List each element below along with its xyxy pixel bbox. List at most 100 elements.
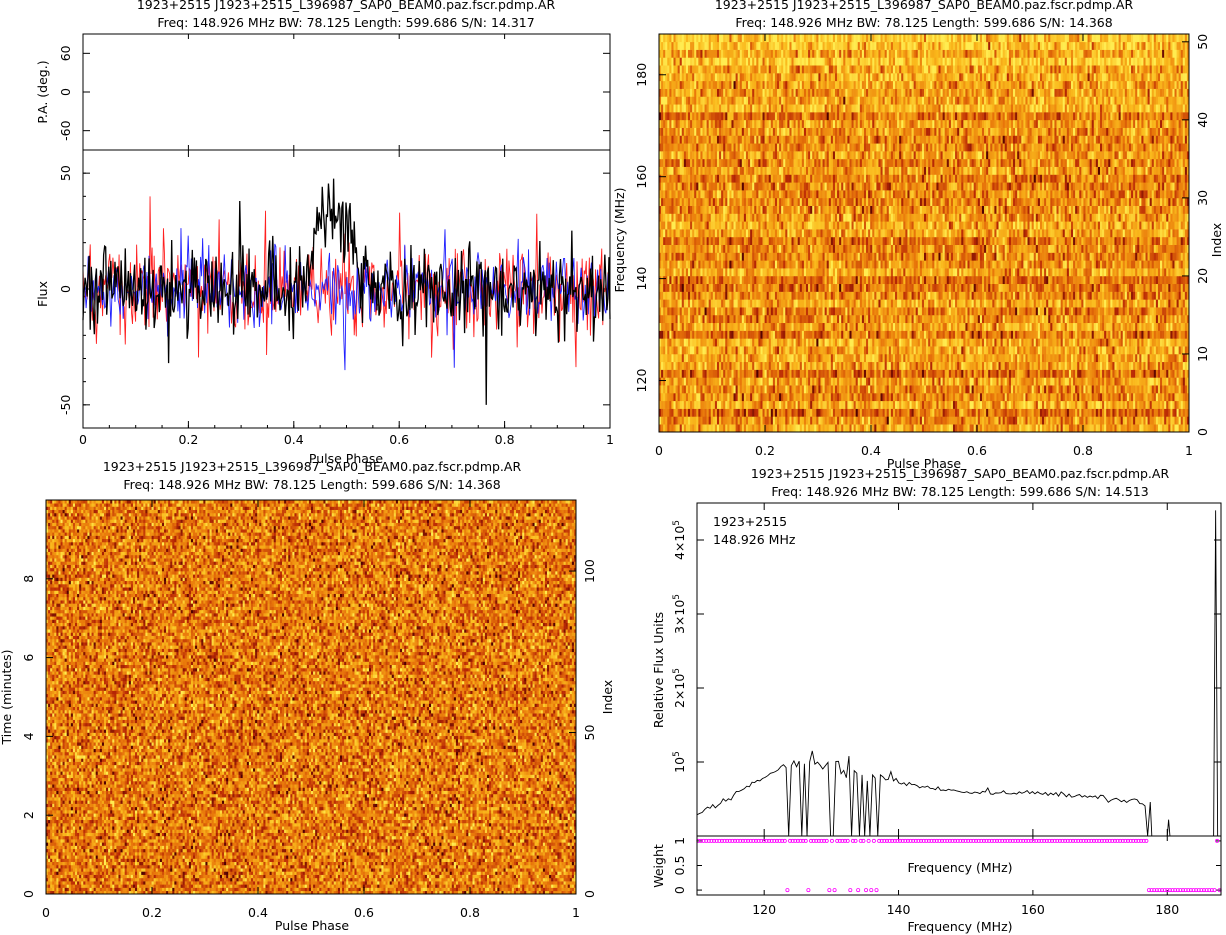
heat-cell bbox=[992, 299, 994, 307]
heat-cell bbox=[717, 323, 719, 331]
heat-cell bbox=[810, 354, 812, 362]
heat-cell bbox=[758, 362, 760, 370]
heat-cell bbox=[953, 323, 955, 331]
heat-cell bbox=[1100, 416, 1102, 424]
heat-cell bbox=[883, 401, 885, 409]
heat-cell bbox=[734, 315, 736, 323]
heat-cell bbox=[1168, 424, 1170, 432]
heat-cell bbox=[1094, 354, 1096, 362]
heat-cell bbox=[1063, 299, 1065, 307]
heat-cell bbox=[918, 401, 920, 409]
heat-cell bbox=[1073, 323, 1075, 331]
heat-cell bbox=[928, 307, 930, 315]
heat-cell bbox=[1090, 346, 1092, 354]
heat-cell bbox=[1098, 346, 1100, 354]
heat-cell bbox=[1061, 416, 1063, 424]
heat-cell bbox=[727, 292, 729, 300]
heat-cell bbox=[1028, 424, 1030, 432]
heat-cell bbox=[1034, 416, 1036, 424]
heat-cell bbox=[924, 370, 926, 378]
heat-cell bbox=[731, 323, 733, 331]
heat-cell bbox=[1131, 323, 1133, 331]
heat-cell bbox=[1119, 377, 1121, 385]
heat-cell bbox=[1148, 362, 1150, 370]
heat-cell bbox=[1170, 362, 1172, 370]
heat-cell bbox=[1110, 370, 1112, 378]
heat-cell bbox=[1054, 370, 1056, 378]
heat-cell bbox=[992, 331, 994, 339]
heat-cell bbox=[1007, 323, 1009, 331]
heat-cell bbox=[696, 299, 698, 307]
heat-cell bbox=[1092, 409, 1094, 417]
heat-cell bbox=[680, 346, 682, 354]
heat-cell bbox=[1119, 409, 1121, 417]
heat-cell bbox=[758, 409, 760, 417]
heat-cell bbox=[723, 292, 725, 300]
heat-cell bbox=[1141, 299, 1143, 307]
heat-cell bbox=[841, 315, 843, 323]
heat-cell bbox=[1148, 409, 1150, 417]
heat-cell bbox=[930, 385, 932, 393]
heat-cell bbox=[849, 323, 851, 331]
heat-cell bbox=[1179, 401, 1181, 409]
heat-cell bbox=[1025, 377, 1027, 385]
heat-cell bbox=[1129, 385, 1131, 393]
heat-cell bbox=[1160, 315, 1162, 323]
heat-cell bbox=[893, 315, 895, 323]
heat-cell bbox=[889, 393, 891, 401]
heat-cell bbox=[1152, 338, 1154, 346]
heat-cell bbox=[1175, 331, 1177, 339]
heat-cell bbox=[1005, 401, 1007, 409]
heat-cell bbox=[941, 299, 943, 307]
heat-cell bbox=[1181, 362, 1183, 370]
heat-cell bbox=[907, 354, 909, 362]
heat-cell bbox=[696, 377, 698, 385]
heat-cell bbox=[694, 354, 696, 362]
heat-cell bbox=[767, 416, 769, 424]
heat-cell bbox=[1133, 416, 1135, 424]
heat-cell bbox=[1162, 323, 1164, 331]
heat-cell bbox=[949, 377, 951, 385]
heat-cell bbox=[1032, 338, 1034, 346]
heat-cell bbox=[671, 393, 673, 401]
heat-cell bbox=[1034, 323, 1036, 331]
heat-cell bbox=[1003, 393, 1005, 401]
heat-cell bbox=[767, 424, 769, 432]
heat-cell bbox=[918, 416, 920, 424]
heat-cell bbox=[734, 331, 736, 339]
heat-cell bbox=[887, 346, 889, 354]
heat-cell bbox=[823, 292, 825, 300]
heat-cell bbox=[912, 346, 914, 354]
heat-cell bbox=[758, 299, 760, 307]
heat-cell bbox=[891, 416, 893, 424]
heat-cell bbox=[812, 354, 814, 362]
heat-cell bbox=[1170, 346, 1172, 354]
heat-cell bbox=[808, 338, 810, 346]
heat-cell bbox=[1094, 331, 1096, 339]
heat-cell bbox=[1003, 401, 1005, 409]
heat-cell bbox=[1073, 377, 1075, 385]
heat-cell bbox=[833, 315, 835, 323]
heat-cell bbox=[688, 401, 690, 409]
heat-cell bbox=[767, 331, 769, 339]
heat-cell bbox=[841, 424, 843, 432]
heat-cell bbox=[1019, 362, 1021, 370]
heat-cell bbox=[856, 299, 858, 307]
heat-cell bbox=[1117, 416, 1119, 424]
heat-cell bbox=[932, 338, 934, 346]
heat-cell bbox=[914, 393, 916, 401]
heat-cell bbox=[700, 424, 702, 432]
heat-cell bbox=[698, 409, 700, 417]
heat-cell bbox=[833, 338, 835, 346]
heat-cell bbox=[707, 323, 709, 331]
heat-cell bbox=[744, 401, 746, 409]
heat-cell bbox=[1181, 338, 1183, 346]
heat-cell bbox=[1148, 401, 1150, 409]
heat-cell bbox=[746, 409, 748, 417]
heat-cell bbox=[833, 409, 835, 417]
heat-cell bbox=[775, 409, 777, 417]
heat-cell bbox=[858, 393, 860, 401]
heat-cell bbox=[1036, 370, 1038, 378]
heat-cell bbox=[1069, 377, 1071, 385]
heat-cell bbox=[1065, 338, 1067, 346]
